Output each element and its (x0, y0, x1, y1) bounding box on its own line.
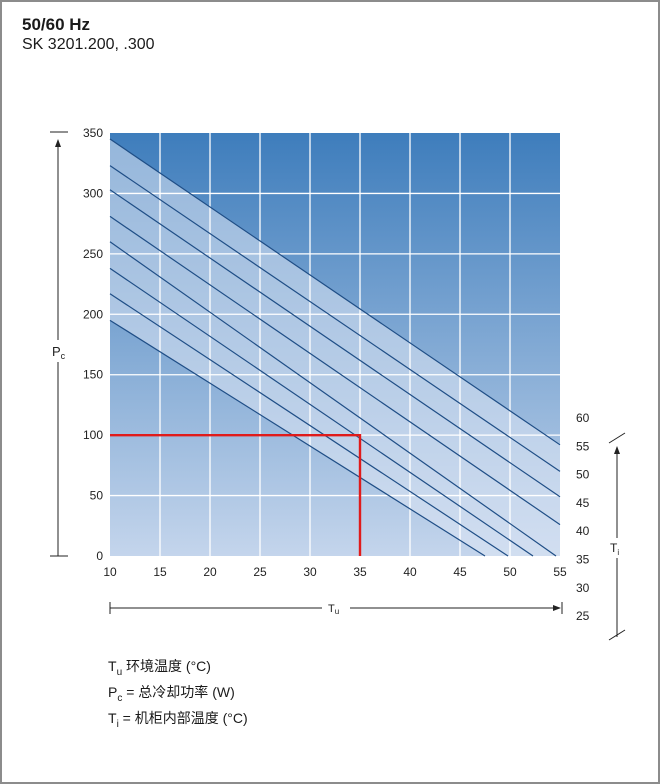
chart-title: 50/60 Hz (22, 15, 91, 34)
legend-item-tu: Tu 环境温度 (°C) (108, 658, 211, 678)
ti-axis-top-tick (608, 432, 626, 444)
x-tick-label-5: 35 (353, 565, 367, 579)
x-tick-label-8: 50 (503, 565, 517, 579)
y-tick-label-2: 100 (83, 428, 103, 442)
x-tick-label-4: 30 (303, 565, 317, 579)
pc-label-bg (44, 340, 72, 362)
legend-item-ti: Ti = 机柜内部温度 (°C) (108, 709, 248, 730)
x-tick-label-0: 10 (103, 565, 117, 579)
curves (109, 138, 561, 557)
tick-labels: 10 15 20 25 30 35 40 45 50 55 0 50 100 150 200 250 300 35… (83, 126, 590, 623)
ti-curve-25 (109, 319, 486, 557)
legend-item-pc: Pc = 总冷却功率 (W) (108, 683, 235, 704)
pc-axis-label: Pc (52, 344, 66, 361)
y-tick-label-6: 300 (83, 186, 103, 200)
ti-tick-label-35: 35 (576, 553, 590, 567)
tu-label-bg (322, 600, 350, 618)
ti-label-bg (606, 538, 628, 558)
ti-tick-label-55: 55 (576, 439, 590, 453)
y-tick-label-1: 50 (90, 489, 104, 503)
ti-axis-label: Ti (610, 541, 619, 557)
ti-curve-60 (109, 138, 561, 446)
x-tick-label-7: 45 (453, 565, 467, 579)
x-tick-label-2: 20 (203, 565, 217, 579)
chart-subtitle: SK 3201.200, .300 (22, 36, 155, 53)
y-tick-label-4: 200 (83, 307, 103, 321)
ti-curve-35 (109, 267, 534, 557)
y-tick-label-0: 0 (96, 549, 103, 563)
y-tick-label-7: 350 (83, 126, 103, 140)
legend: Tu 环境温度 (°C) Pc = 总冷却功率 (W) Ti = 机柜内部温度 … (108, 656, 248, 729)
y-tick-label-5: 250 (83, 247, 103, 261)
ti-curve-55 (109, 165, 561, 472)
x-tick-label-1: 15 (153, 565, 167, 579)
reading-example (110, 433, 362, 556)
ti-curve-30 (109, 293, 509, 557)
operating-band (110, 139, 560, 557)
ti-axis-bottom-tick (608, 629, 626, 641)
x-tick-label-3: 25 (253, 565, 267, 579)
ti-tick-label-25: 25 (576, 609, 590, 623)
ti-tick-label-50: 50 (576, 468, 590, 482)
ti-tick-label-30: 30 (576, 581, 590, 595)
tu-axis-label: Tu (328, 603, 339, 616)
ti-curve-40 (109, 241, 557, 557)
ti-curve-50 (109, 189, 561, 498)
ti-tick-label-45: 45 (576, 496, 590, 510)
x-tick-label-6: 40 (403, 565, 417, 579)
ti-tick-label-40: 40 (576, 524, 590, 538)
ti-tick-label-60: 60 (576, 411, 590, 425)
axes: Pc Tu Ti (44, 131, 628, 641)
reading-example-line (110, 433, 362, 556)
y-tick-label-3: 150 (83, 368, 103, 382)
ti-curve-45 (109, 215, 561, 526)
x-tick-label-9: 55 (553, 565, 567, 579)
